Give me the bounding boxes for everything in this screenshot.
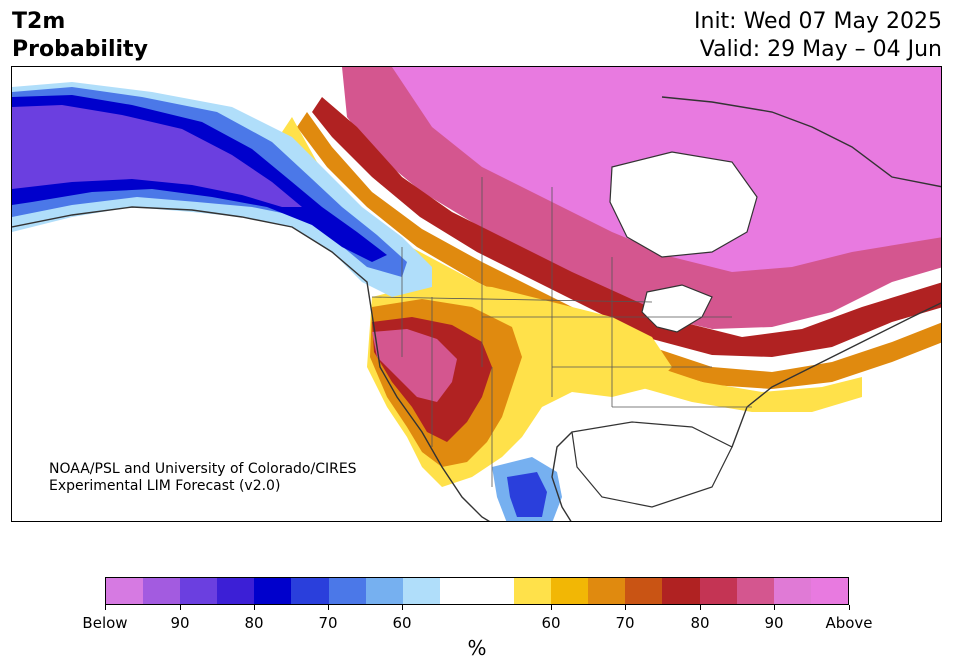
- variable-label: T2m: [12, 9, 66, 34]
- colorbar-tick-label: 80: [244, 614, 264, 632]
- colorbar-segment: [662, 578, 700, 604]
- colorbar-segment: [291, 578, 329, 604]
- colorbar-tick-mark: [551, 605, 552, 610]
- great-lakes: [641, 284, 713, 333]
- colorbar-segment: [365, 578, 403, 604]
- colorbar-unit: %: [467, 636, 487, 660]
- alaska-purple: [12, 105, 302, 207]
- mexico-deep-blue: [507, 472, 547, 517]
- colorbar-segment: [402, 578, 440, 604]
- colorbar-tick-labels: Below 90 80 70 60 60 70 80 90 Above: [0, 614, 954, 634]
- colorbar-tick-label: 80: [690, 614, 710, 632]
- colorbar-segment: [106, 578, 144, 604]
- north-america-map: [12, 67, 941, 521]
- colorbar-tick-mark: [105, 605, 106, 610]
- colorbar-segment: [699, 578, 737, 604]
- colorbar-segment: [773, 578, 811, 604]
- coastline: [12, 96, 941, 521]
- colorbar-tick-label: Below: [82, 614, 128, 632]
- colorbar-tick-mark: [180, 605, 181, 610]
- gulf-of-mexico: [571, 421, 733, 508]
- colorbar-segment: [551, 578, 589, 604]
- forecast-dates: Init: Wed 07 May 2025 Valid: 29 May – 04…: [694, 8, 942, 64]
- colorbar: [105, 577, 849, 605]
- colorbar-segment: [439, 578, 477, 604]
- colorbar-tick-label: 70: [318, 614, 338, 632]
- southwest-pink-region: [372, 329, 457, 402]
- colorbar-tick-mark: [849, 605, 850, 610]
- colorbar-segment: [217, 578, 255, 604]
- colorbar-tick-mark: [625, 605, 626, 610]
- colorbar-segment: [810, 578, 848, 604]
- colorbar-segment: [588, 578, 626, 604]
- colorbar-tick-mark: [402, 605, 403, 610]
- colorbar-segment: [625, 578, 663, 604]
- borders: [371, 177, 752, 487]
- product-label: Probability: [12, 37, 148, 62]
- valid-range: Valid: 29 May – 04 Jun: [699, 37, 942, 62]
- colorbar-tick-label: Above: [825, 614, 873, 632]
- hudson-bay: [609, 151, 758, 258]
- colorbar-tick-mark: [254, 605, 255, 610]
- arctic-pink-band: [342, 67, 941, 329]
- colorbar-tick-label: 90: [764, 614, 784, 632]
- colorbar-segment: [180, 578, 218, 604]
- colorbar-tick-label: 60: [392, 614, 412, 632]
- credit-line-1: NOAA/PSL and University of Colorado/CIRE…: [49, 461, 357, 477]
- init-date: Init: Wed 07 May 2025: [694, 9, 942, 34]
- colorbar-tick-label: 60: [541, 614, 561, 632]
- colorbar-segment: [514, 578, 552, 604]
- colorbar-tick-mark: [328, 605, 329, 610]
- colorbar-segment: [254, 578, 292, 604]
- colorbar-segment: [328, 578, 366, 604]
- colorbar-tick-label: 70: [615, 614, 635, 632]
- colorbar-tick-mark: [774, 605, 775, 610]
- credit-text: NOAA/PSL and University of Colorado/CIRE…: [49, 461, 357, 495]
- colorbar-tick-label: 90: [170, 614, 190, 632]
- canada-red-band: [312, 97, 941, 357]
- map-title: T2m Probability: [12, 8, 148, 64]
- colorbar-segment: [736, 578, 774, 604]
- probability-map: NOAA/PSL and University of Colorado/CIRE…: [11, 66, 942, 522]
- colorbar-segment: [476, 578, 515, 604]
- credit-line-2: Experimental LIM Forecast (v2.0): [49, 478, 281, 494]
- colorbar-tick-mark: [700, 605, 701, 610]
- colorbar-segment: [143, 578, 181, 604]
